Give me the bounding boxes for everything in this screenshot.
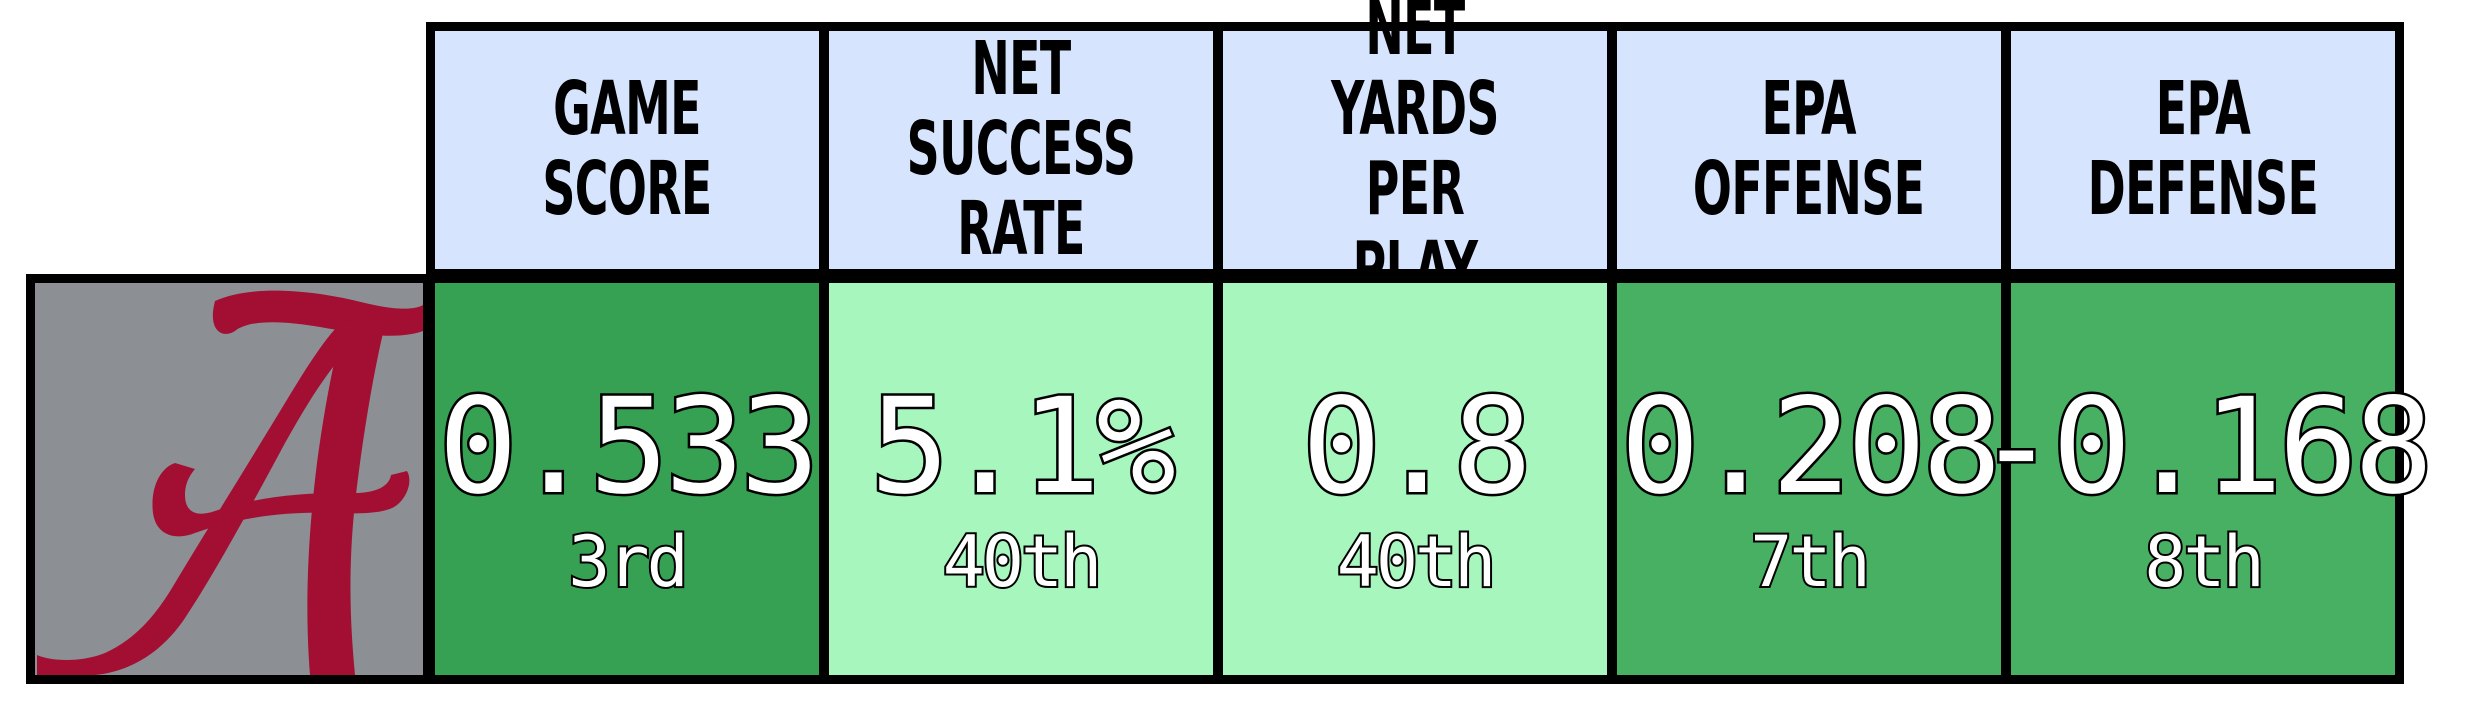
stat-value-row: 0.533 3rd 5.1% 40th 0.8 40th 0.208 7th -… (426, 274, 2436, 684)
stat-value: 0.208 (1618, 370, 2004, 524)
header-net-yards-per-play: NET YARDS PER PLAY (1214, 0, 1616, 309)
alabama-script-a-logo-icon (35, 283, 423, 675)
header-label: NET YARDS PER PLAY (1331, 0, 1499, 312)
header-epa-offense: EPA OFFENSE (1608, 22, 2010, 278)
stat-value: -0.168 (1974, 370, 2436, 524)
stat-cell-net-yards-per-play: 0.8 40th (1214, 274, 1616, 684)
stat-value: 0.8 (1299, 370, 1534, 524)
header-label: EPA DEFENSE (2087, 66, 2319, 232)
header-label: GAME SCORE (542, 66, 712, 232)
team-logo (26, 274, 432, 684)
stat-rank: 40th (941, 521, 1105, 603)
header-net-success-rate: NET SUCCESS RATE (820, 22, 1222, 278)
header-epa-defense: EPA DEFENSE (2002, 22, 2404, 278)
stat-rank: 7th (1748, 521, 1872, 603)
stat-cell-net-success-rate: 5.1% 40th (820, 274, 1222, 684)
header-game-score: GAME SCORE (426, 22, 828, 278)
stat-cell-epa-defense: -0.168 8th (1974, 274, 2436, 684)
stat-header-row: GAME SCORE NET SUCCESS RATE NET YARDS PE… (426, 0, 2404, 309)
header-label: EPA OFFENSE (1693, 66, 1925, 232)
stat-cell-epa-offense: 0.208 7th (1608, 274, 2010, 684)
stat-rank: 40th (1335, 521, 1499, 603)
stat-rank: 8th (2142, 521, 2266, 603)
stat-value: 0.533 (436, 370, 822, 524)
stat-rank: 3rd (566, 521, 690, 603)
stat-value: 5.1% (868, 370, 1179, 524)
stat-cell-game-score: 0.533 3rd (426, 274, 828, 684)
header-label: NET SUCCESS RATE (906, 26, 1136, 272)
